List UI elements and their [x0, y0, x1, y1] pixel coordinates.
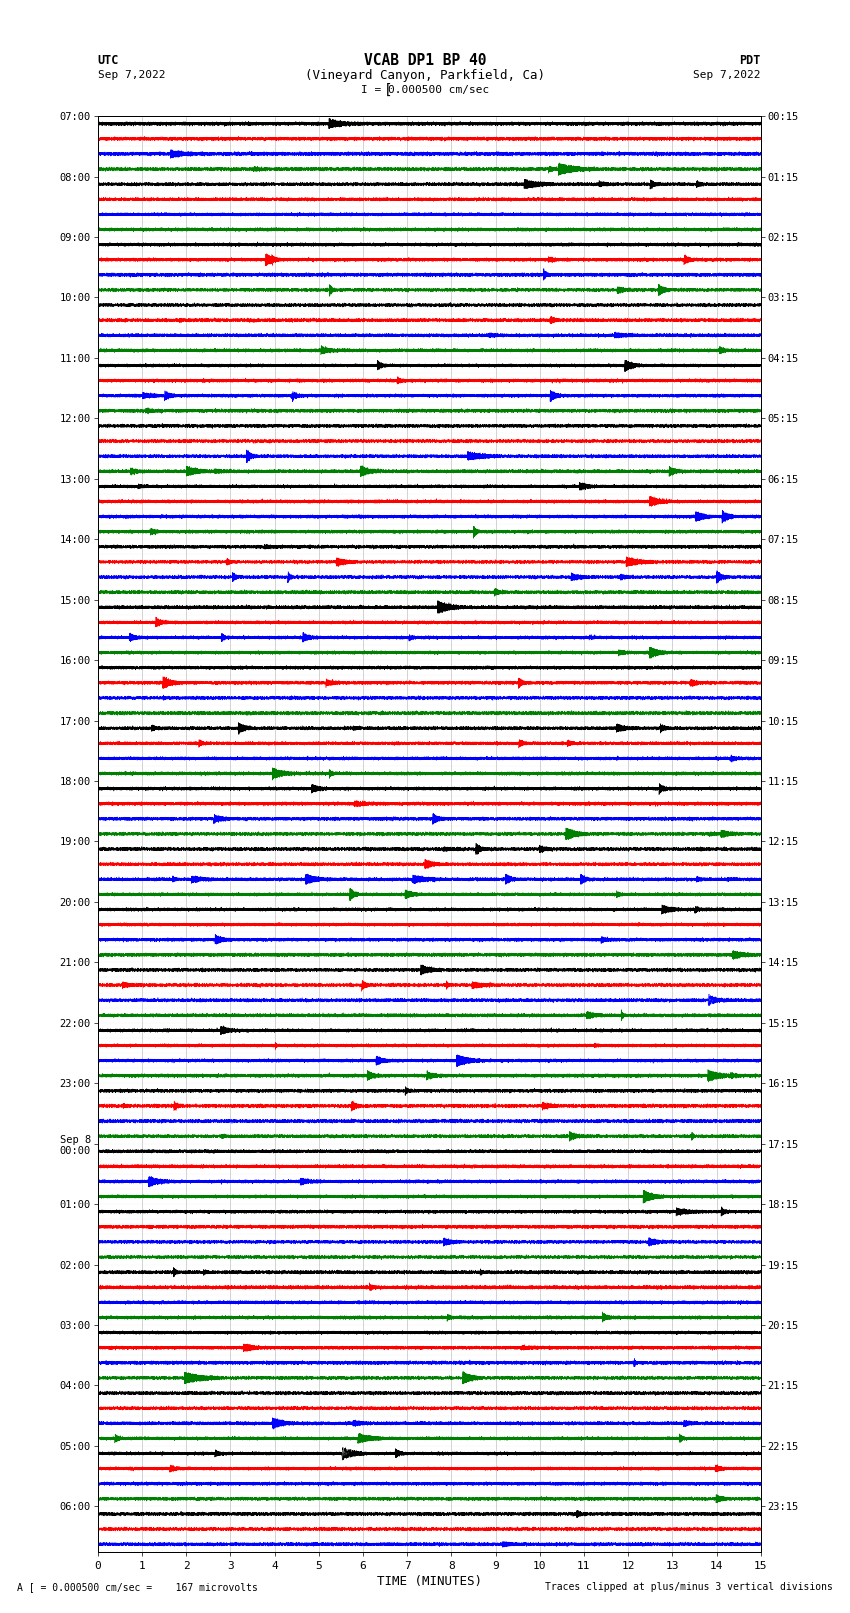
X-axis label: TIME (MINUTES): TIME (MINUTES) [377, 1574, 482, 1587]
Text: Sep 7,2022: Sep 7,2022 [98, 69, 165, 81]
Text: A [ = 0.000500 cm/sec =    167 microvolts: A [ = 0.000500 cm/sec = 167 microvolts [17, 1582, 258, 1592]
Text: Traces clipped at plus/minus 3 vertical divisions: Traces clipped at plus/minus 3 vertical … [545, 1582, 833, 1592]
Text: Sep 7,2022: Sep 7,2022 [694, 69, 761, 81]
Text: I = 0.000500 cm/sec: I = 0.000500 cm/sec [361, 84, 489, 95]
Text: [: [ [384, 82, 393, 97]
Text: (Vineyard Canyon, Parkfield, Ca): (Vineyard Canyon, Parkfield, Ca) [305, 68, 545, 82]
Text: VCAB DP1 BP 40: VCAB DP1 BP 40 [364, 53, 486, 68]
Text: PDT: PDT [740, 53, 761, 68]
Text: UTC: UTC [98, 53, 119, 68]
